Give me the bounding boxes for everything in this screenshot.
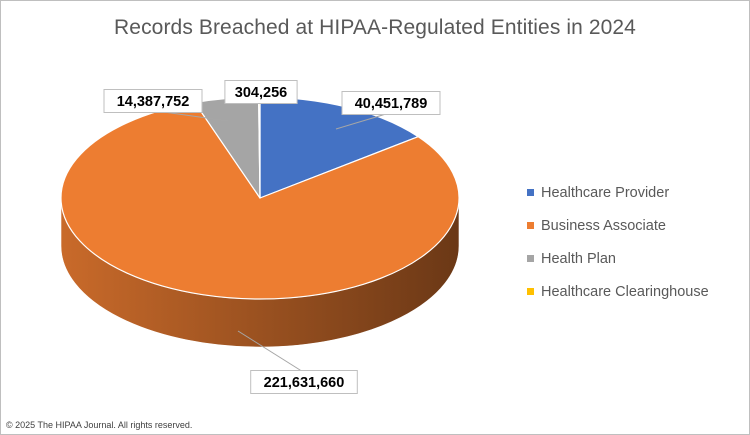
legend: Healthcare Provider Business Associate Hea… — [527, 176, 742, 308]
legend-swatch — [527, 189, 534, 196]
legend-label: Healthcare Clearinghouse — [541, 283, 709, 300]
pie-slice-business-associate — [60, 101, 460, 300]
data-label-business-associate: 221,631,660 — [237, 330, 358, 394]
data-label-box — [250, 370, 358, 394]
data-label-box — [224, 80, 298, 104]
chart-title: Records Breached at HIPAA-Regulated Enti… — [114, 16, 636, 39]
data-label-healthcare-clearinghouse: 304,256 — [224, 80, 298, 104]
legend-label: Business Associate — [541, 217, 666, 234]
data-label-text: 40,451,789 — [355, 96, 428, 112]
legend-item-healthcare-provider: Healthcare Provider — [527, 176, 742, 209]
legend-item-healthcare-clearinghouse: Healthcare Clearinghouse — [527, 275, 742, 308]
data-label-layer: 40,451,789 221,631,660 14,387,752 304,256 — [103, 80, 441, 394]
legend-item-health-plan: Health Plan — [527, 242, 742, 275]
data-label-box — [341, 91, 441, 115]
leader-line — [335, 112, 392, 130]
data-label-text: 14,387,752 — [117, 94, 190, 110]
data-label-text: 304,256 — [235, 85, 287, 101]
data-label-box — [103, 89, 203, 113]
data-label-text: 221,631,660 — [264, 375, 345, 391]
legend-label: Health Plan — [541, 250, 616, 267]
data-label-healthcare-provider: 40,451,789 — [335, 91, 441, 130]
pie-layer — [60, 96, 460, 348]
copyright-footer: © 2025 The HIPAA Journal. All rights res… — [6, 420, 193, 430]
legend-swatch — [527, 255, 534, 262]
legend-label: Healthcare Provider — [541, 184, 670, 201]
data-label-health-plan: 14,387,752 — [103, 89, 229, 122]
legend-swatch — [527, 288, 534, 295]
leader-line — [237, 330, 305, 373]
legend-swatch — [527, 222, 534, 229]
legend-item-business-associate: Business Associate — [527, 209, 742, 242]
